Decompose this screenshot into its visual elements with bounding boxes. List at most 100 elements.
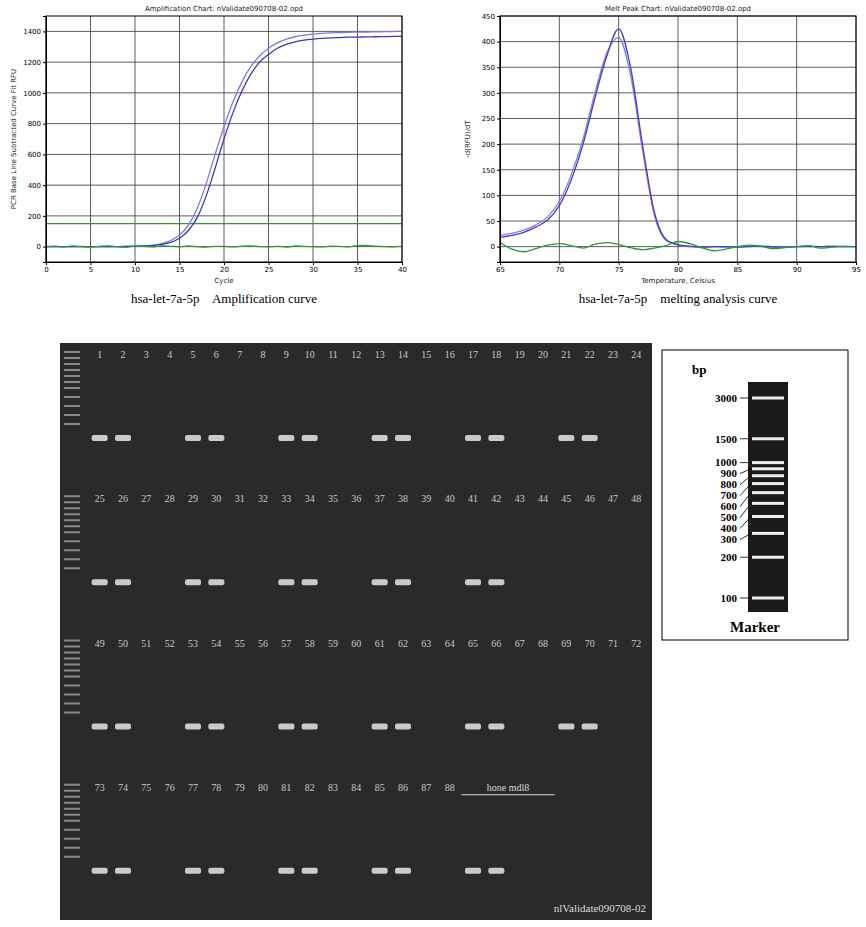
gel-band: [465, 724, 481, 730]
grid-line-y: [46, 154, 402, 155]
y-tick-mark: [43, 31, 46, 32]
gel-band: [302, 579, 318, 585]
ladder-band: [64, 676, 80, 678]
gel-band: [115, 579, 131, 585]
marker-size-label: 100: [721, 592, 738, 604]
x-tick: 95: [852, 262, 861, 274]
x-tick-label: 30: [309, 266, 318, 274]
lane-number: 8: [261, 349, 266, 360]
y-tick: 800: [28, 120, 46, 128]
ladder-band: [64, 829, 80, 831]
y-axis-line: [43, 17, 47, 263]
x-axis-title: Cycle: [214, 277, 233, 285]
lane-number: 58: [305, 638, 315, 649]
marker-band: [752, 502, 784, 505]
x-tick-label: 15: [176, 266, 185, 274]
lane-number: 30: [211, 493, 221, 504]
x-tick-label: 90: [793, 266, 802, 274]
marker-leader: [740, 462, 751, 463]
lane-number: 18: [491, 349, 501, 360]
lane-number: 12: [351, 349, 361, 360]
gel-band: [115, 435, 131, 441]
gel-band: [558, 724, 574, 730]
lane-number: 80: [258, 782, 268, 793]
x-axis-line: [47, 263, 403, 266]
grid-line-y: [500, 67, 856, 68]
marker-band: [752, 474, 784, 477]
lane-number: 55: [235, 638, 245, 649]
grid-line-y: [46, 123, 402, 124]
group-underline: [461, 794, 554, 795]
lane-number: 7: [237, 349, 242, 360]
y-tick-label: 1000: [23, 90, 41, 98]
x-tick: 40: [398, 262, 407, 274]
ladder-band: [64, 664, 80, 666]
marker-band: [752, 597, 784, 600]
y-axis-title: PCR Base Line Subtracted Curve Fit RFU: [10, 69, 18, 209]
x-tick: 0: [44, 262, 48, 274]
ladder-band: [64, 670, 80, 672]
ladder-band: [64, 814, 80, 816]
y-tick-label: 450: [482, 13, 495, 21]
x-tick: 90: [793, 262, 802, 274]
y-tick: 100: [482, 192, 500, 200]
y-tick-mark: [43, 185, 46, 186]
gel-band: [372, 435, 388, 441]
lane-number: 10: [305, 349, 315, 360]
lane-number: 65: [468, 638, 478, 649]
gel-band: [488, 868, 504, 874]
lane-number: 76: [165, 782, 175, 793]
x-tick: 65: [496, 262, 505, 274]
gel-band: [92, 724, 108, 730]
y-tick-label: 250: [482, 115, 495, 123]
y-tick: 400: [28, 182, 46, 190]
x-tick-mark: [402, 262, 403, 265]
marker-band: [752, 437, 784, 440]
x-tick: 35: [354, 262, 363, 274]
gel-band: [92, 579, 108, 585]
grid-line-x: [796, 16, 797, 262]
y-tick: 200: [28, 213, 46, 221]
gel-band: [208, 435, 224, 441]
x-tick: 5: [89, 262, 93, 274]
marker-band: [752, 397, 784, 400]
lane-number: 71: [608, 638, 618, 649]
ladder-band: [64, 405, 80, 407]
ladder-band: [64, 652, 80, 654]
lane-number: 44: [538, 493, 548, 504]
series-line: [500, 38, 856, 248]
lane-number: 25: [95, 493, 105, 504]
ladder-band: [64, 501, 80, 503]
gel-band: [582, 435, 598, 441]
lane-number: 51: [141, 638, 151, 649]
lane-number: 16: [445, 349, 455, 360]
x-tick: 20: [220, 262, 229, 274]
marker-band: [752, 556, 784, 559]
y-tick-mark: [43, 124, 46, 125]
marker-leader: [740, 469, 751, 474]
ladder-band: [64, 357, 80, 359]
lane-number: 15: [421, 349, 431, 360]
marker-size-label: 3000: [715, 392, 738, 404]
marker-leader: [740, 438, 751, 439]
y-tick-mark: [497, 93, 500, 94]
ladder-band: [64, 375, 80, 377]
x-tick-label: 20: [220, 266, 229, 274]
plot-marks: [500, 29, 856, 252]
plot-background: [46, 16, 402, 262]
y-tick: 350: [482, 64, 500, 72]
chart-panel: 6570758085909505010015020025030035040045…: [464, 5, 861, 306]
lane-number: 11: [328, 349, 338, 360]
gel-band: [558, 435, 574, 441]
gel-band: [185, 868, 201, 874]
lane-number: 59: [328, 638, 338, 649]
y-tick: 1000: [23, 90, 46, 98]
marker-leader: [740, 533, 751, 539]
series-line: [500, 29, 856, 247]
gel-band: [372, 724, 388, 730]
lane-number: 20: [538, 349, 548, 360]
lane-number: 13: [375, 349, 385, 360]
ladder-band: [64, 808, 80, 810]
gel-row: 73747576777879808182838485868788hone mdl…: [64, 782, 555, 874]
lane-number: 48: [631, 493, 641, 504]
